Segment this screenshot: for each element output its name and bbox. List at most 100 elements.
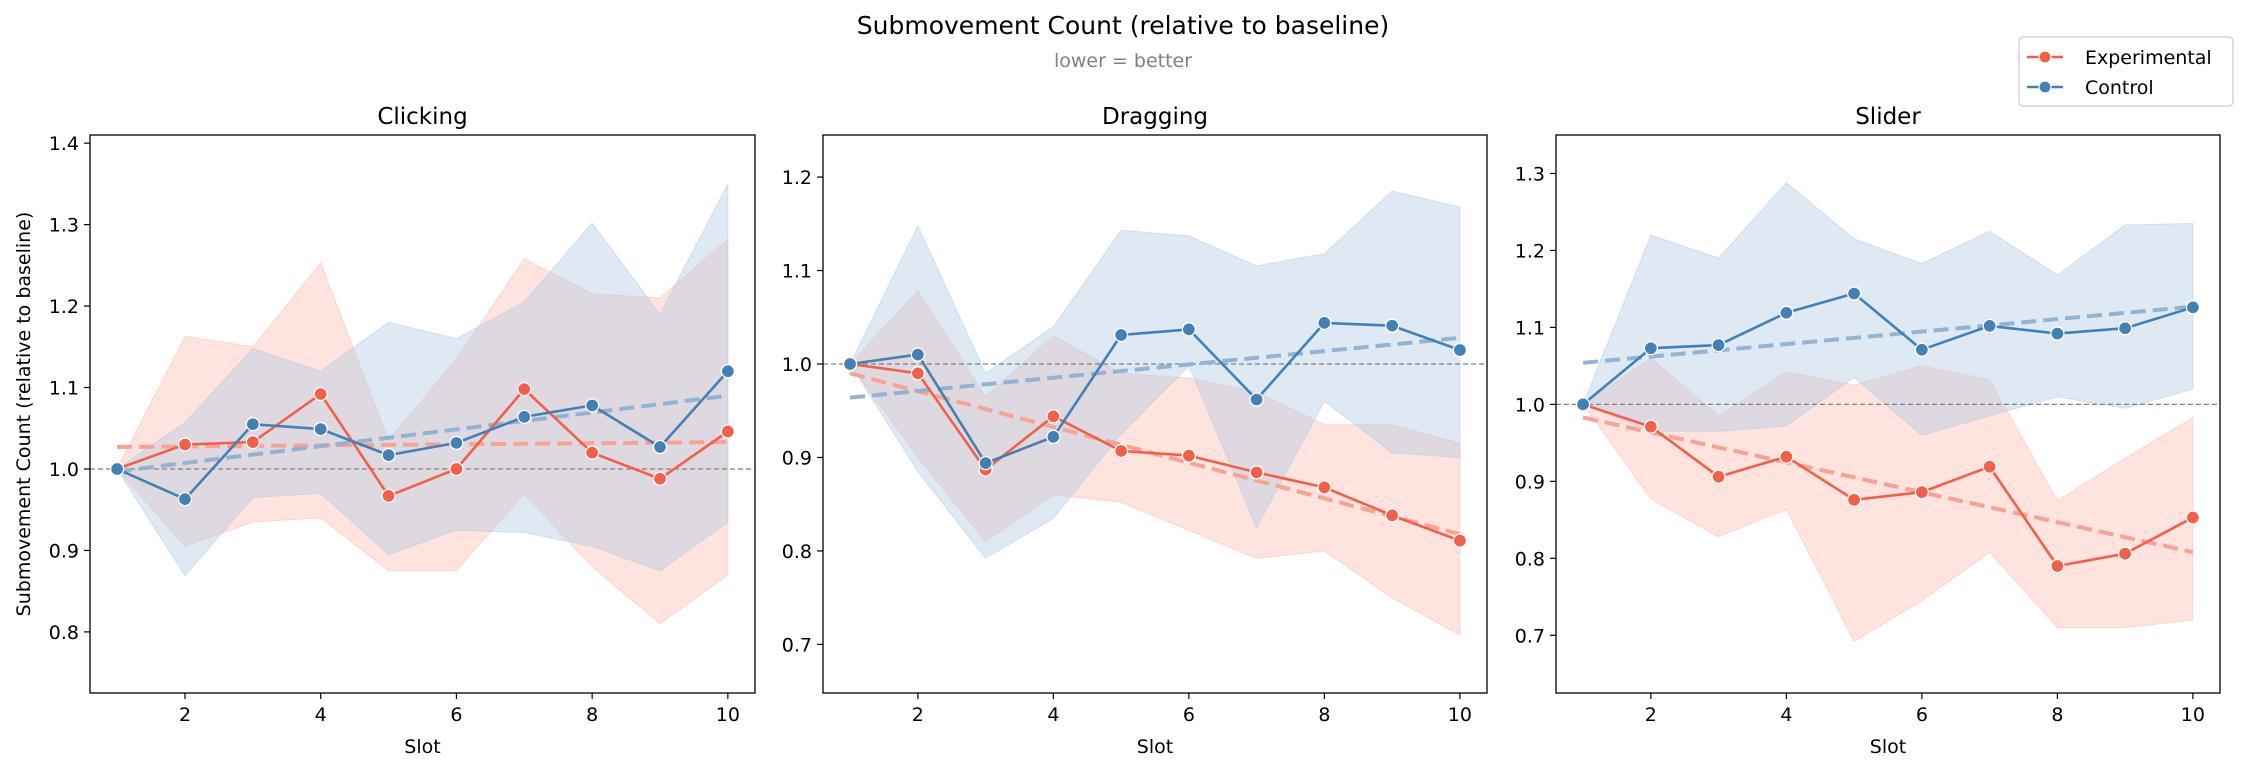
x-tick-label: 6 <box>1916 704 1928 726</box>
data-point-control-10 <box>2185 300 2201 315</box>
figure-subtitle: lower = better <box>1054 50 1192 72</box>
x-tick-label: 4 <box>1047 704 1059 726</box>
data-point-control-1 <box>109 461 125 477</box>
y-tick-label: 1.2 <box>1515 240 1545 262</box>
confidence-band-control <box>849 190 1461 560</box>
data-point-experimental-9 <box>1384 508 1400 523</box>
data-point-control-3 <box>978 455 993 471</box>
y-tick-label: 1.0 <box>49 459 79 481</box>
series-line-control <box>849 321 1461 465</box>
x-tick-label: 4 <box>1780 704 1792 726</box>
panel-slider: 2 4 6 8 10 0.7 0.8 0.9 1.0 1.1 1.2 1.3 Slider Slot <box>1515 104 2221 758</box>
plot-area <box>90 183 755 625</box>
data-point-control-6 <box>1181 322 1197 337</box>
data-point-experimental-7 <box>1982 459 1997 474</box>
chart-panels: 2 4 6 8 10 0.8 0.9 1.0 1.1 1.2 1.3 1.4 Clicking Slot S… <box>13 104 2221 758</box>
legend-marker-experimental <box>2038 50 2052 64</box>
data-point-control-1 <box>842 356 858 372</box>
y-tick-label: 0.9 <box>49 540 79 562</box>
x-tick-label: 10 <box>2181 704 2205 726</box>
trend-line-control <box>1582 304 2194 365</box>
y-tick-label: 0.8 <box>782 541 812 563</box>
x-tick-label: 8 <box>1318 704 1330 726</box>
y-tick-label: 1.0 <box>782 354 812 376</box>
panel-title: Clicking <box>377 104 467 130</box>
legend-marker-control <box>2038 80 2052 94</box>
data-point-control-4 <box>1046 429 1061 445</box>
data-point-control-9 <box>652 439 668 455</box>
series-line-experimental <box>1582 403 2194 568</box>
legend-label-control: Control <box>2085 77 2154 99</box>
data-point-experimental-8 <box>2050 558 2065 574</box>
data-point-experimental-7 <box>1249 465 1264 480</box>
data-point-experimental-9 <box>2117 546 2133 561</box>
data-point-experimental-4 <box>1046 409 1061 424</box>
y-tick-label: 1.1 <box>782 261 812 283</box>
x-tick-label: 2 <box>912 704 924 726</box>
x-tick-label: 6 <box>1183 704 1195 726</box>
panel-title: Slider <box>1855 104 1921 130</box>
x-axis-label: Slot <box>1870 736 1906 758</box>
data-point-experimental-2 <box>1643 419 1659 434</box>
panel-title: Dragging <box>1102 104 1208 130</box>
data-point-experimental-2 <box>177 437 193 452</box>
data-point-experimental-6 <box>449 461 464 477</box>
legend-label-experimental: Experimental <box>2085 47 2212 69</box>
panel-clicking: 2 4 6 8 10 0.8 0.9 1.0 1.1 1.2 1.3 1.4 Clicking Slot S… <box>13 104 756 758</box>
data-point-control-10 <box>1452 342 1468 358</box>
data-point-control-5 <box>1113 327 1129 343</box>
data-point-experimental-3 <box>245 434 261 450</box>
x-tick-label: 4 <box>315 704 327 726</box>
data-point-experimental-8 <box>584 445 600 460</box>
y-tick-label: 1.3 <box>1515 163 1545 185</box>
data-point-control-8 <box>1317 315 1332 331</box>
data-point-experimental-10 <box>2185 510 2201 525</box>
x-tick-label: 8 <box>2051 704 2063 726</box>
axes-frame <box>1555 134 2221 694</box>
plot-area <box>1556 182 2220 643</box>
data-point-experimental-4 <box>313 386 328 402</box>
confidence-band-control <box>116 183 729 577</box>
y-tick-label: 0.7 <box>1515 625 1545 647</box>
x-tick-label: 8 <box>586 704 598 726</box>
data-point-control-4 <box>313 421 328 437</box>
data-point-control-9 <box>2117 321 2133 336</box>
series-line-experimental <box>116 387 729 498</box>
panel-dragging: 2 4 6 8 10 0.7 0.8 0.9 1.0 1.1 1.2 Dragging Slot <box>782 104 1488 758</box>
x-tick-label: 10 <box>716 704 740 726</box>
data-point-control-5 <box>381 447 396 463</box>
data-point-experimental-5 <box>1113 443 1129 459</box>
y-tick-label: 0.7 <box>782 634 812 656</box>
data-point-control-5 <box>1846 286 1862 301</box>
data-point-experimental-3 <box>1711 469 1726 484</box>
data-point-control-4 <box>1779 305 1794 320</box>
data-point-control-7 <box>1249 392 1264 407</box>
y-tick-label: 0.9 <box>782 447 812 469</box>
data-point-control-2 <box>177 491 193 507</box>
data-point-control-8 <box>584 398 600 413</box>
y-axis-label: Submovement Count (relative to baseline) <box>13 212 35 617</box>
trend-line-control <box>116 393 729 474</box>
y-tick-label: 1.4 <box>49 133 79 155</box>
y-tick-label: 1.1 <box>1515 317 1545 339</box>
plot-area <box>823 190 1487 636</box>
data-point-control-10 <box>720 364 736 379</box>
x-tick-label: 6 <box>450 704 462 726</box>
x-tick-label: 2 <box>1645 704 1657 726</box>
trend-line-experimental <box>117 440 728 449</box>
x-tick-label: 10 <box>1448 704 1472 726</box>
data-point-experimental-10 <box>720 424 736 439</box>
figure-title: Submovement Count (relative to baseline) <box>857 11 1389 40</box>
y-tick-label: 1.2 <box>49 296 79 318</box>
data-point-experimental-5 <box>381 488 396 504</box>
x-axis-label: Slot <box>404 736 440 758</box>
data-point-control-1 <box>1575 397 1591 412</box>
data-point-experimental-7 <box>517 382 532 397</box>
x-tick-label: 2 <box>179 704 191 726</box>
data-point-experimental-10 <box>1452 533 1468 548</box>
data-point-control-3 <box>1711 337 1726 353</box>
series-line-control <box>1582 292 2194 406</box>
axes-frame <box>89 134 756 694</box>
data-point-control-7 <box>1982 318 1997 334</box>
